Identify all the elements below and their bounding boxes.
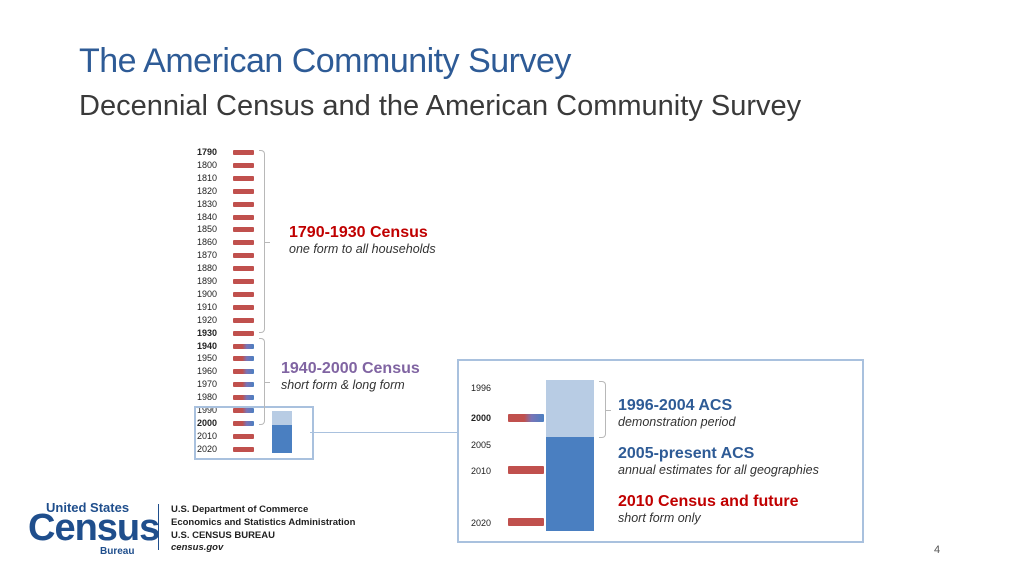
census-bar-1980 [233,395,254,401]
timeline-year-1840: 1840 [197,211,218,222]
timeline-year-2000: 2000 [197,417,218,428]
timeline-year-2010: 2010 [197,430,218,441]
detail-census-bar-2020 [508,518,544,526]
timeline-year-1790: 1790 [197,147,218,157]
early-census-title: 1790-1930 Census [289,224,428,241]
census-bar-1900 [233,291,254,297]
census-bar-1890 [233,279,254,284]
timeline-year-1850: 1850 [197,224,218,235]
census-bar-2010 [233,433,254,439]
timeline-year-1860: 1860 [197,237,218,248]
bracket-mid-census [259,338,270,425]
timeline-year-1810: 1810 [197,172,218,183]
census-bar-1950 [233,356,254,362]
acs-mini-bar-demo [272,411,292,425]
timeline-year-1800: 1800 [197,159,218,170]
census-bar-1870 [233,253,254,259]
zoom-source-box [194,406,314,460]
dept-line-3: U.S. CENSUS BUREAU [171,530,275,541]
census-bar-1830 [233,201,254,207]
census-bar-1790 [233,150,254,155]
timeline-year-1950: 1950 [197,353,218,364]
census-bar-2020 [233,446,254,452]
detail-year-2000: 2000 [471,413,492,423]
timeline-year-1980: 1980 [197,392,218,403]
timeline-year-1820: 1820 [197,185,218,196]
footer-divider [158,504,159,550]
acs-demo-title: 1996-2004 ACS [618,397,733,414]
census-bar-1910 [233,304,254,310]
early-census-subtitle: one form to all households [289,242,436,256]
census-bar-1800 [233,162,254,168]
bracket-acs-demo [599,381,611,438]
timeline-year-1880: 1880 [197,263,218,274]
census-bar-1960 [233,369,254,375]
timeline-year-1990: 1990 [197,405,218,415]
census-bar-1840 [233,214,254,220]
timeline-year-1900: 1900 [197,288,218,299]
timeline-year-1940: 1940 [197,340,218,351]
acs-present-title: 2005-present ACS [618,445,755,462]
timeline-year-1920: 1920 [197,314,218,325]
census-logo-main-text: Census [28,507,160,549]
timeline-year-2020: 2020 [197,443,218,454]
census-logo-top-text: United States [46,500,130,515]
zoom-connector-line [310,432,458,433]
census-bar-1920 [233,317,254,323]
timeline-year-1960: 1960 [197,366,218,377]
detail-acs-bar-present [546,437,594,531]
page-number: 4 [934,544,941,556]
census-bar-1820 [233,188,254,194]
slide-title: The American Community Survey [79,42,571,80]
detail-acs-bar-demo [546,380,594,437]
acs-mini-bar-present [272,425,292,453]
timeline-year-1870: 1870 [197,250,218,261]
acs-present-subtitle: annual estimates for all geographies [618,463,819,477]
detail-year-2010: 2010 [471,466,492,476]
census-future-subtitle: short form only [618,511,701,525]
census-bar-1810 [233,175,254,181]
detail-census-bar-2000 [508,414,544,422]
timeline-year-1910: 1910 [197,301,218,312]
census-bar-1970 [233,382,254,388]
bracket-early-census [259,150,270,333]
census-future-title: 2010 Census and future [618,493,799,510]
mid-census-subtitle: short form & long form [281,378,405,392]
mid-census-title: 1940-2000 Census [281,360,420,377]
census-bar-1940 [233,343,254,349]
detail-year-2020: 2020 [471,518,492,528]
census-logo-bottom-text: Bureau [100,546,135,557]
acs-demo-subtitle: demonstration period [618,415,736,429]
census-bar-1930 [233,330,254,336]
timeline-year-1970: 1970 [197,379,218,390]
dept-line-4: census.gov [171,542,224,553]
detail-census-bar-2010 [508,466,544,474]
census-bar-1990 [233,408,254,413]
timeline-year-1830: 1830 [197,198,218,209]
census-bar-1850 [233,227,254,233]
dept-line-2: Economics and Statistics Administration [171,517,356,528]
timeline-year-1930: 1930 [197,327,218,338]
timeline-year-1890: 1890 [197,276,218,286]
census-bar-1880 [233,266,254,272]
slide-subtitle: Decennial Census and the American Commun… [79,90,802,122]
dept-line-1: U.S. Department of Commerce [171,504,309,515]
census-bar-2000 [233,420,254,426]
detail-box [457,359,864,543]
detail-year-2005: 2005 [471,440,492,450]
detail-year-1996: 1996 [471,383,492,393]
census-bar-1860 [233,240,254,246]
